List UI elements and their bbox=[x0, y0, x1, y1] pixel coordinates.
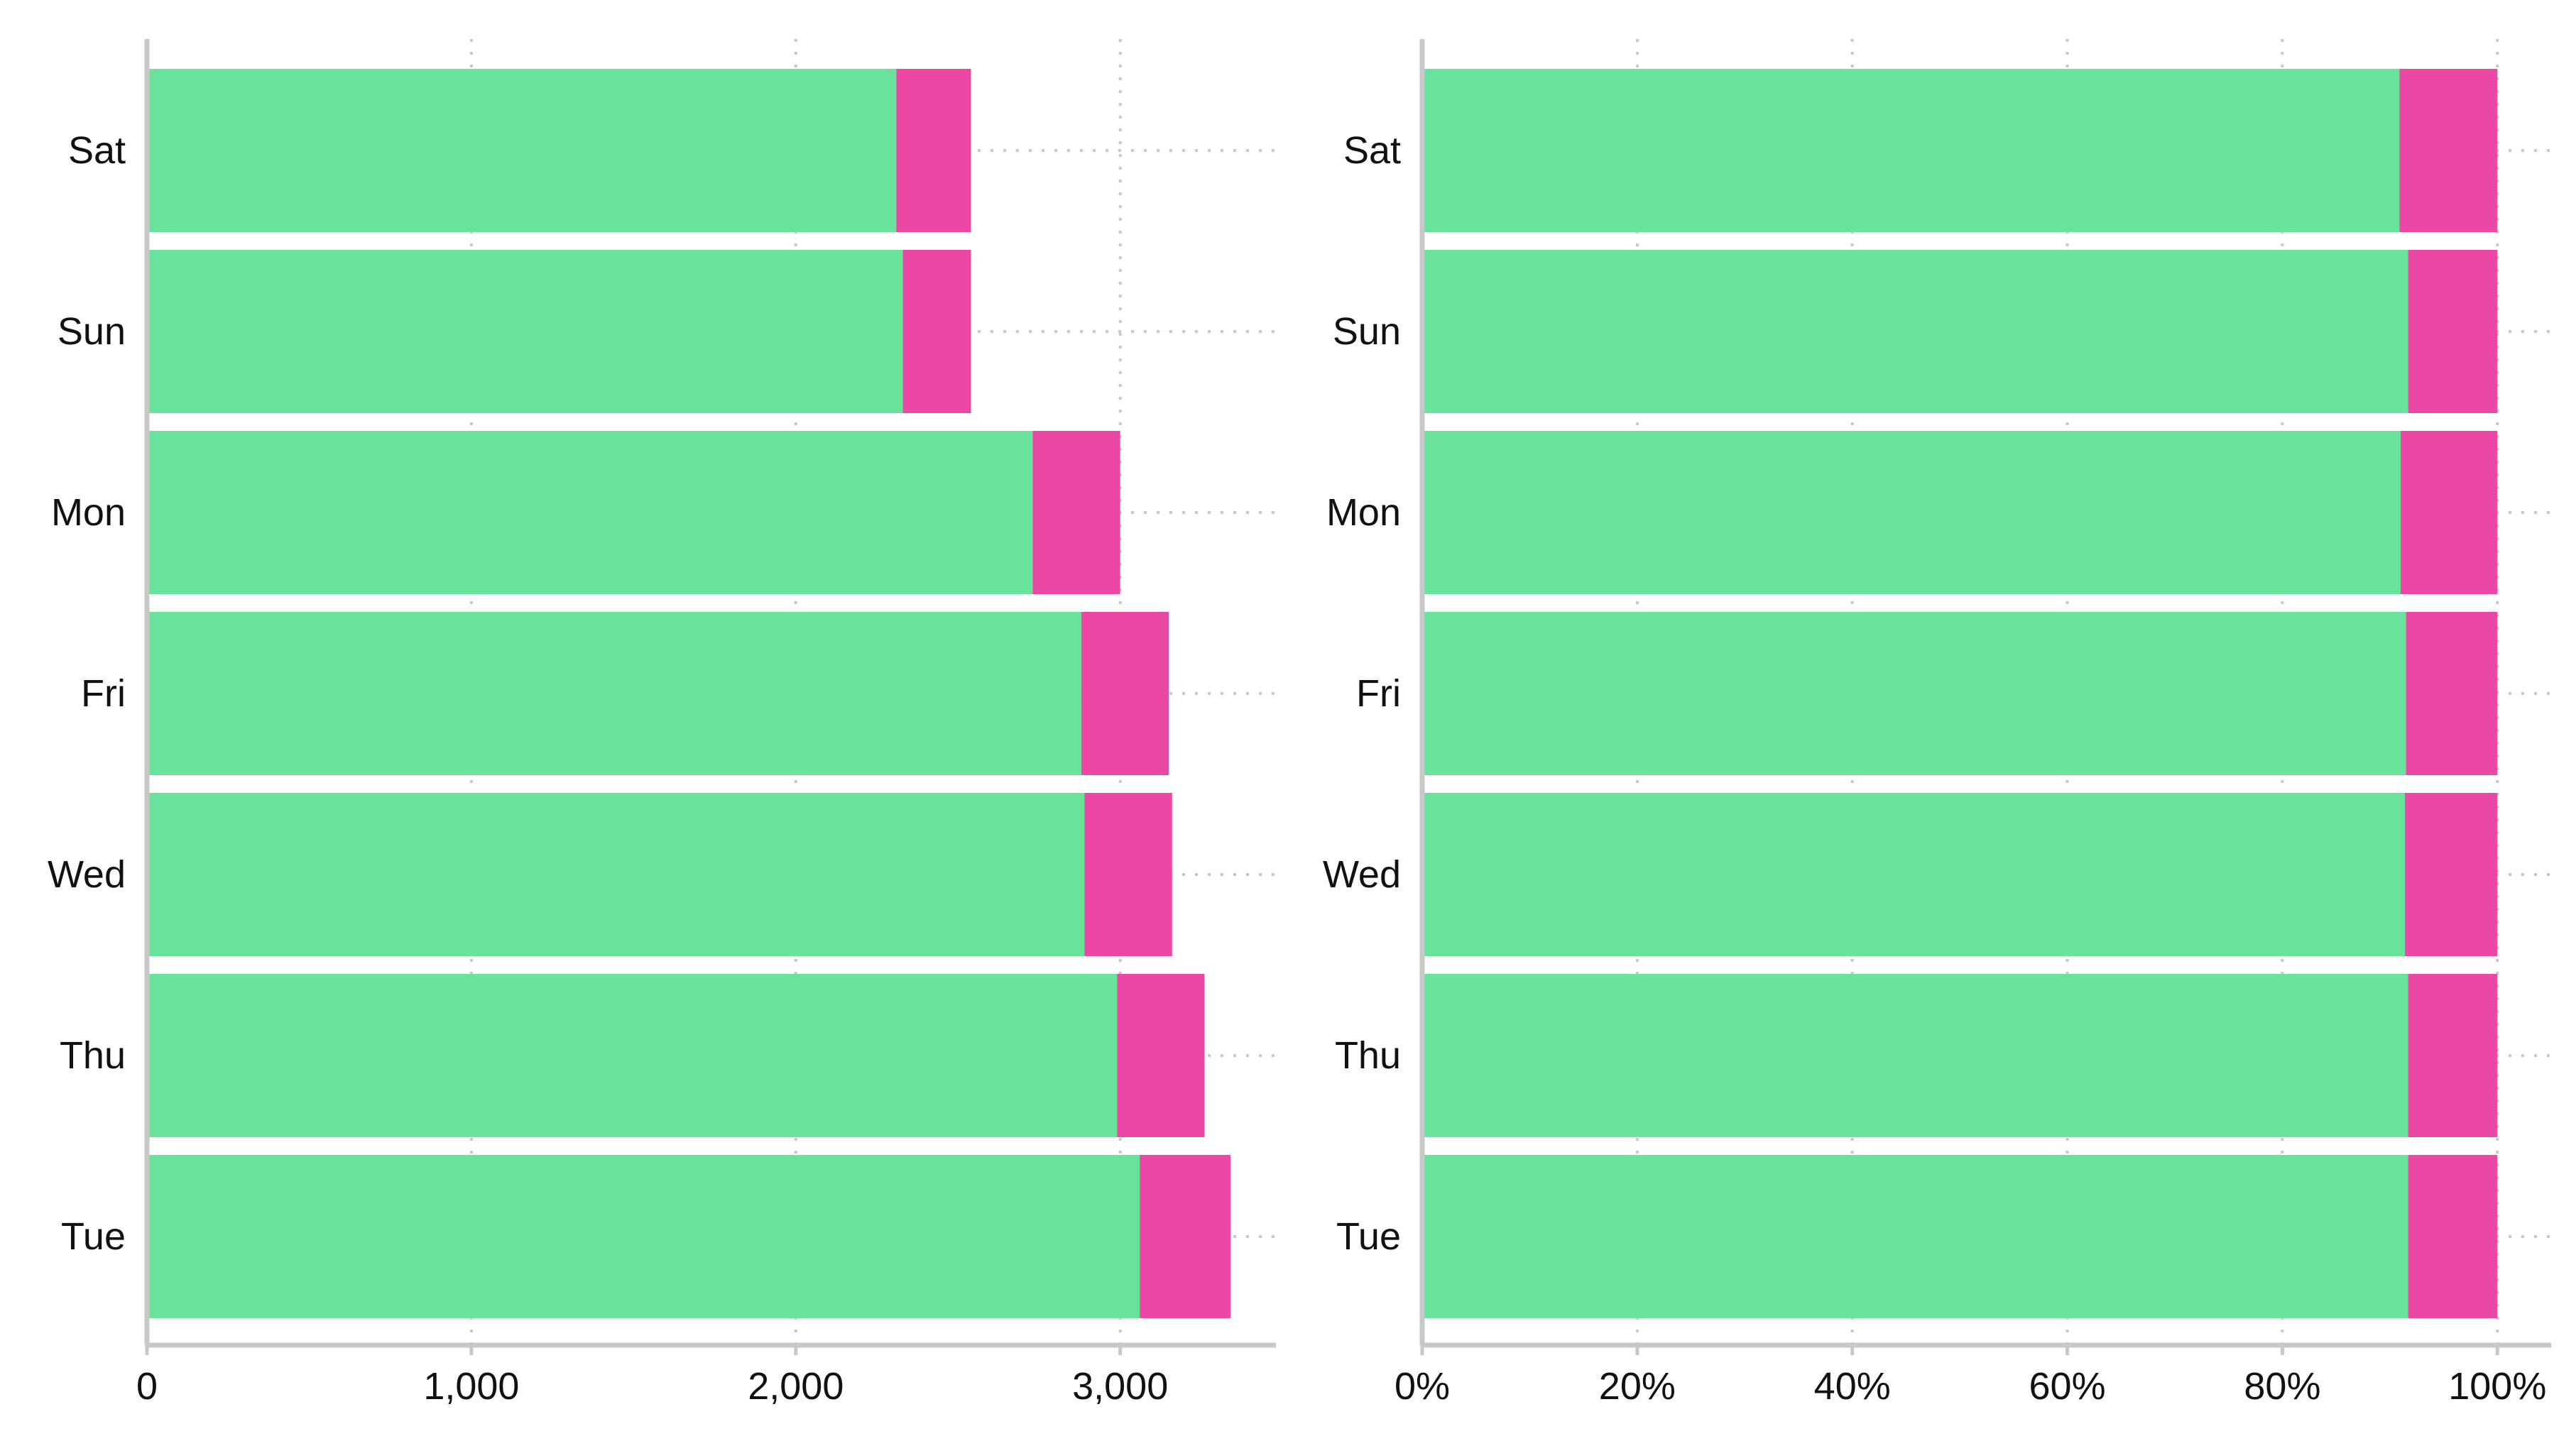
category-label-fri: Fri bbox=[1356, 672, 1401, 715]
category-label-thu: Thu bbox=[60, 1034, 126, 1077]
chart-panel-1: Sat Sun Mon Fri Wed Thu Tue 0 1,000 2,000 3,000 bbox=[48, 39, 1276, 1408]
bar-thu-segment-1 bbox=[1422, 974, 2408, 1137]
bar-tue-segment-2 bbox=[2408, 1155, 2498, 1318]
bar-sun-segment-1 bbox=[1422, 250, 2408, 413]
category-label-tue: Tue bbox=[1336, 1215, 1401, 1258]
x-tick-label-3: 60% bbox=[2029, 1365, 2106, 1408]
bar-sun-segment-2 bbox=[902, 250, 971, 413]
bar-wed-segment-1 bbox=[1422, 793, 2406, 956]
category-label-thu: Thu bbox=[1335, 1034, 1401, 1077]
x-tick-label-0: 0% bbox=[1395, 1365, 1450, 1408]
bar-sat-segment-1 bbox=[1422, 69, 2400, 232]
x-tick-label-2: 40% bbox=[1814, 1365, 1891, 1408]
bar-mon-segment-2 bbox=[1032, 431, 1120, 594]
category-label-mon: Mon bbox=[51, 491, 126, 534]
bar-thu-segment-1 bbox=[147, 974, 1118, 1137]
bar-fri-segment-2 bbox=[1081, 612, 1169, 775]
category-label-sun: Sun bbox=[58, 310, 126, 353]
category-label-sun: Sun bbox=[1333, 310, 1401, 353]
chart-panel-2: Sat Sun Mon Fri Wed Thu Tue 0% 20% 40% 60% 80% 100% bbox=[1323, 39, 2551, 1408]
bar-mon-segment-1 bbox=[147, 431, 1033, 594]
bar-fri-segment-1 bbox=[147, 612, 1081, 775]
category-label-mon: Mon bbox=[1326, 491, 1401, 534]
bar-fri-segment-1 bbox=[1422, 612, 2406, 775]
bar-thu-segment-2 bbox=[2408, 974, 2498, 1137]
bar-mon-segment-2 bbox=[2401, 431, 2498, 594]
bar-sat-segment-1 bbox=[147, 69, 897, 232]
x-tick-label-4: 80% bbox=[2244, 1365, 2320, 1408]
category-label-wed: Wed bbox=[1323, 853, 1401, 896]
bar-tue-segment-2 bbox=[1140, 1155, 1231, 1318]
bar-sat-segment-2 bbox=[2399, 69, 2498, 232]
bar-tue-segment-1 bbox=[1422, 1155, 2408, 1318]
x-tick-label-3: 3,000 bbox=[1072, 1365, 1168, 1408]
category-label-fri: Fri bbox=[81, 672, 126, 715]
bar-mon-segment-1 bbox=[1422, 431, 2401, 594]
bar-sun-segment-1 bbox=[147, 250, 903, 413]
category-label-wed: Wed bbox=[48, 853, 126, 896]
bar-sun-segment-2 bbox=[2408, 250, 2498, 413]
bar-wed-segment-2 bbox=[2405, 793, 2498, 956]
bar-wed-segment-1 bbox=[147, 793, 1085, 956]
x-tick-label-0: 0 bbox=[136, 1365, 158, 1408]
bar-sat-segment-2 bbox=[896, 69, 971, 232]
category-label-tue: Tue bbox=[61, 1215, 126, 1258]
bar-wed-segment-2 bbox=[1084, 793, 1172, 956]
bar-thu-segment-2 bbox=[1117, 974, 1205, 1137]
category-label-sat: Sat bbox=[1343, 129, 1401, 172]
x-tick-label-5: 100% bbox=[2448, 1365, 2546, 1408]
category-label-sat: Sat bbox=[68, 129, 126, 172]
x-tick-label-1: 20% bbox=[1599, 1365, 1676, 1408]
x-tick-label-1: 1,000 bbox=[423, 1365, 519, 1408]
x-tick-label-2: 2,000 bbox=[748, 1365, 844, 1408]
bar-tue-segment-1 bbox=[147, 1155, 1140, 1318]
bar-fri-segment-2 bbox=[2406, 612, 2498, 775]
